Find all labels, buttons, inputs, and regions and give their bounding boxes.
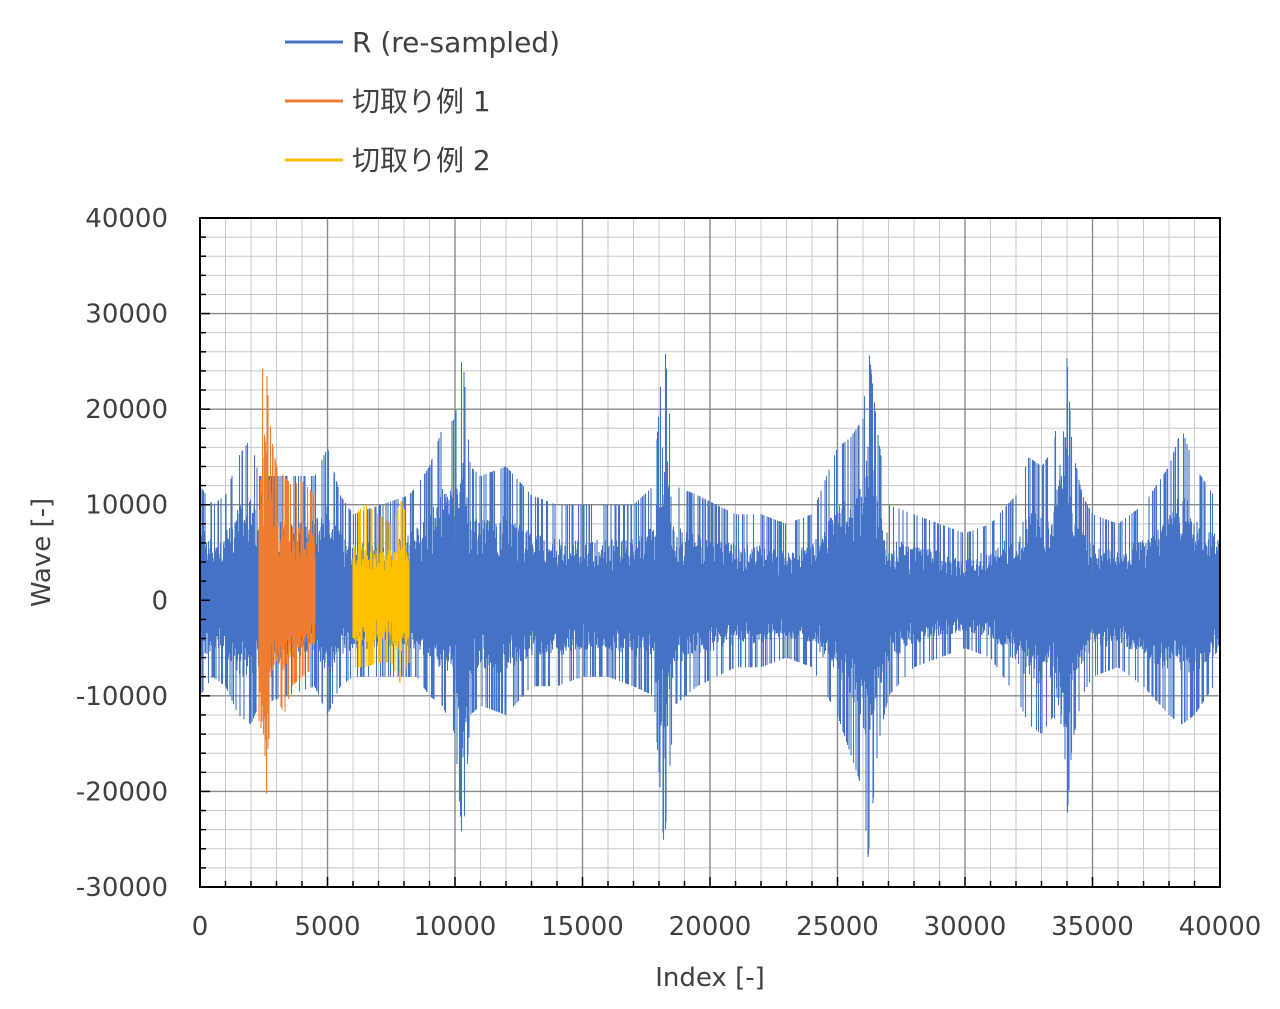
y-tick-label: -10000	[76, 682, 168, 712]
series-2-line	[258, 368, 316, 794]
x-tick-label: 5000	[294, 912, 360, 942]
x-tick-label: 35000	[1051, 912, 1134, 942]
y-tick-label: -20000	[76, 777, 168, 807]
legend-label-1: R (re-sampled)	[352, 26, 560, 59]
y-tick-label: 40000	[85, 204, 168, 234]
x-tick-label: 25000	[796, 912, 879, 942]
x-tick-label: 40000	[1179, 912, 1262, 942]
y-tick-label: -30000	[76, 873, 168, 903]
legend-label-2: 切取り例 1	[352, 85, 491, 118]
series-layer	[199, 353, 1221, 857]
x-axis-title: Index [-]	[655, 963, 765, 993]
x-tick-label: 15000	[541, 912, 624, 942]
y-tick-label: 0	[151, 586, 168, 616]
axis-ticks	[199, 217, 1221, 888]
x-tick-label: 0	[192, 912, 209, 942]
x-tick-label: 30000	[924, 912, 1007, 942]
y-tick-label: 30000	[85, 300, 168, 330]
y-tick-label: 10000	[85, 491, 168, 521]
x-tick-label: 20000	[669, 912, 752, 942]
series-3-line	[352, 501, 410, 683]
y-tick-label: 20000	[85, 395, 168, 425]
legend-label-3: 切取り例 2	[352, 144, 491, 177]
legend: R (re-sampled) 切取り例 1 切取り例 2	[285, 26, 560, 177]
x-tick-labels: 0 5000 10000 15000 20000 25000 30000 35000 40000	[192, 912, 1262, 942]
y-axis-title: Wave [-]	[27, 498, 57, 607]
x-tick-label: 10000	[414, 912, 497, 942]
y-tick-labels: -30000 -20000 -10000 0 10000 20000 30000 40000	[76, 204, 168, 903]
